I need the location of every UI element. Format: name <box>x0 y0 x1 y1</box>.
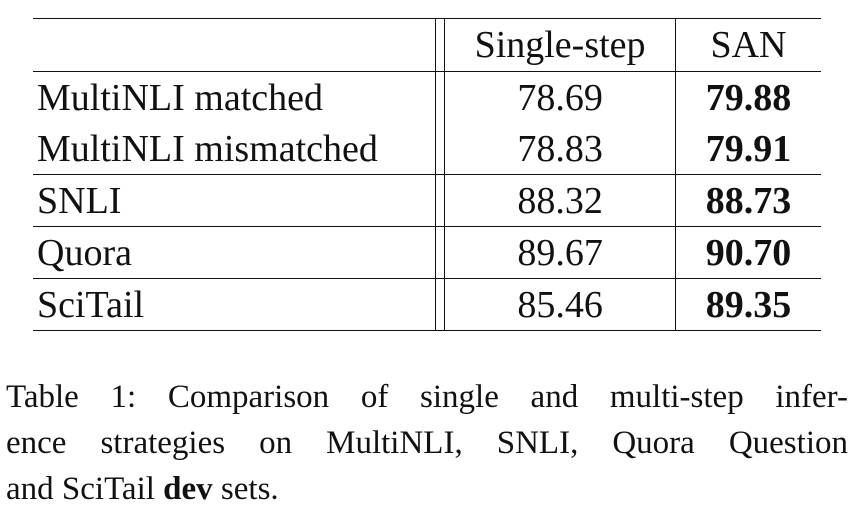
row-single-step-score: 78.83 <box>517 127 603 170</box>
row-single-step-score: 88.32 <box>444 174 676 227</box>
caption-line-2: ence strategies on MultiNLI, SNLI, Quora… <box>6 425 848 461</box>
table-caption: Table 1: Comparison of single and multi-… <box>6 374 848 512</box>
double-rule-separator <box>435 174 446 227</box>
row-dataset-name: MultiNLI mismatched <box>37 127 378 170</box>
header-single-step: Single-step <box>444 18 676 72</box>
row-dataset-name: SciTail <box>33 278 436 331</box>
table-row: MultiNLI matched 78.69 79.88 <box>33 71 821 123</box>
double-rule-separator <box>435 278 446 331</box>
row-single-step-score: 78.69 <box>444 71 676 123</box>
table-row: SNLI 88.32 88.73 <box>33 174 821 227</box>
table-row: SciTail 85.46 89.35 <box>33 278 821 331</box>
row-dataset-name: Quora <box>33 226 436 279</box>
caption-line-3: and SciTail dev sets. <box>6 466 848 512</box>
double-rule-separator <box>435 71 446 123</box>
table-header-row: Single-step SAN <box>33 18 821 72</box>
row-san-score: 89.35 <box>675 278 821 331</box>
caption-text: and SciTail <box>6 471 164 507</box>
header-dataset <box>33 18 436 72</box>
row-single-step-score: 89.67 <box>444 226 676 279</box>
row-single-step-score: 85.46 <box>444 278 676 331</box>
caption-line-1: Table 1: Comparison of single and multi-… <box>6 379 848 415</box>
row-san-score: 79.91 <box>675 123 821 175</box>
table-row: Quora 89.67 90.70 <box>33 226 821 279</box>
row-dataset-name: MultiNLI matched <box>33 71 436 123</box>
double-rule-separator <box>435 226 446 279</box>
row-san-score: 79.88 <box>675 71 821 123</box>
row-san-score: 88.73 <box>675 174 821 227</box>
caption-text: sets. <box>212 471 279 507</box>
row-san-score: 90.70 <box>675 226 821 279</box>
double-rule-separator <box>435 18 446 72</box>
row-dataset-name: SNLI <box>33 174 436 227</box>
double-rule-separator <box>435 123 446 175</box>
results-table-container: Single-step SAN MultiNLI matched 78.69 7… <box>33 18 821 331</box>
table-row: MultiNLI mismatched 78.83 79.91 <box>33 123 821 175</box>
caption-bold-dev: dev <box>163 471 213 507</box>
header-san: SAN <box>675 18 821 72</box>
results-table: Single-step SAN MultiNLI matched 78.69 7… <box>33 18 821 331</box>
